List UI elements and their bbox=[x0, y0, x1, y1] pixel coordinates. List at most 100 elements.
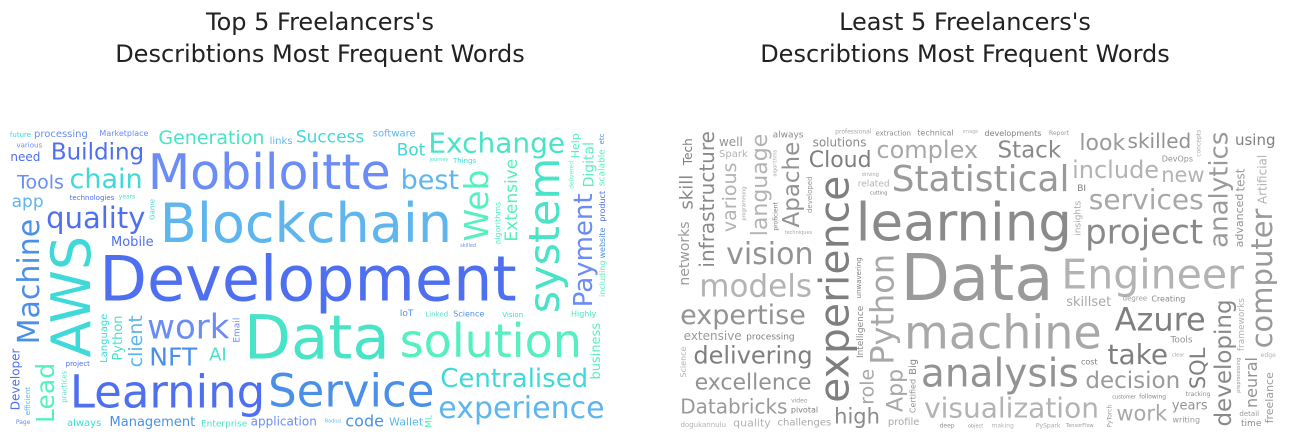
word-cloud-word: links bbox=[270, 136, 293, 147]
word-cloud-word: Data bbox=[901, 242, 1054, 316]
word-cloud-word: analytics bbox=[1204, 132, 1234, 248]
word-cloud-word: technical bbox=[917, 128, 953, 137]
word-cloud-word: delivering bbox=[693, 342, 812, 370]
least-freelancers-panel: Least 5 Freelancers's Describtions Most … bbox=[645, 0, 1285, 439]
word-cloud-word: Things bbox=[452, 157, 477, 165]
word-cloud-word: customer bbox=[1112, 394, 1136, 400]
word-cloud-word: Exchange bbox=[428, 128, 565, 159]
word-cloud-word: Data bbox=[244, 302, 390, 373]
word-cloud-word: well bbox=[719, 135, 743, 149]
word-cloud-word: Radius bbox=[325, 419, 342, 425]
word-cloud-word: client bbox=[125, 315, 147, 367]
word-cloud-word: making bbox=[991, 423, 1013, 430]
word-cloud-word: efficient bbox=[24, 387, 32, 416]
least-title-line1: Least 5 Freelancers's bbox=[839, 8, 1091, 36]
word-cloud-word: Science bbox=[679, 346, 688, 377]
word-cloud-word: Centralised bbox=[440, 364, 588, 394]
word-cloud-word: Statistical bbox=[892, 159, 1070, 200]
word-cloud-word: application bbox=[251, 415, 317, 429]
word-cloud-word: processing bbox=[34, 129, 88, 140]
word-cloud-word: Learning bbox=[70, 365, 265, 418]
word-cloud-word: always bbox=[773, 130, 804, 140]
word-cloud-word: unwavering bbox=[855, 257, 863, 298]
word-cloud-word: Linked bbox=[425, 310, 448, 318]
word-cloud-word: look bbox=[1079, 131, 1125, 156]
word-cloud-word: Page bbox=[16, 419, 31, 426]
word-cloud-word: software bbox=[373, 128, 416, 139]
word-cloud-word: Apache bbox=[779, 142, 805, 228]
word-cloud-word: Help bbox=[569, 133, 582, 158]
word-cloud-word: app bbox=[12, 192, 44, 212]
word-cloud-word: scalable bbox=[598, 149, 608, 186]
word-cloud-word: models bbox=[699, 269, 812, 305]
word-cloud-word: work bbox=[1116, 401, 1168, 425]
word-cloud-word: business bbox=[589, 323, 604, 380]
word-cloud-word: expertise bbox=[680, 300, 806, 331]
word-cloud-word: extraction bbox=[875, 130, 911, 138]
word-cloud-word: decision bbox=[1085, 368, 1180, 394]
word-cloud-word: test bbox=[1233, 168, 1247, 191]
word-cloud-word: code bbox=[345, 412, 384, 430]
word-cloud-word: analysis bbox=[921, 351, 1079, 396]
word-cloud-word: new bbox=[1161, 163, 1204, 187]
top-freelancers-panel: Top 5 Freelancers's Describtions Most Fr… bbox=[0, 0, 640, 439]
word-cloud-word: Marketplace bbox=[99, 129, 148, 138]
word-cloud-word: AWS bbox=[40, 236, 103, 358]
word-cloud-word: Management bbox=[110, 415, 196, 430]
word-cloud-word: AI bbox=[209, 344, 227, 365]
word-cloud-word: algorithms bbox=[493, 202, 502, 245]
word-cloud-word: Tech bbox=[681, 138, 695, 166]
word-cloud-word: IoT bbox=[400, 309, 414, 319]
word-cloud-word: object bbox=[968, 423, 983, 429]
word-cloud-word: PyTorch bbox=[1106, 405, 1113, 428]
word-cloud-word: Stack bbox=[997, 137, 1061, 163]
word-cloud-word: neural bbox=[1242, 357, 1261, 408]
word-cloud-word: Wallet bbox=[389, 415, 424, 428]
word-cloud-word: excellence bbox=[695, 371, 812, 396]
word-cloud-word: Python bbox=[111, 315, 126, 360]
word-cloud-word: Azure bbox=[1115, 301, 1206, 339]
word-cloud-word: PySpark bbox=[1036, 423, 1061, 430]
word-cloud-word: technologies bbox=[70, 194, 115, 202]
word-cloud-word: years bbox=[119, 194, 136, 201]
word-cloud-word: include bbox=[1072, 156, 1159, 184]
word-cloud-word: advanced bbox=[1233, 194, 1246, 248]
word-cloud-word: best bbox=[401, 165, 459, 196]
word-cloud-word: preprocessing bbox=[1236, 358, 1242, 393]
word-cloud-word: Payment bbox=[569, 193, 599, 307]
word-cloud-word: cutting bbox=[870, 190, 888, 196]
word-cloud-word: developing bbox=[1211, 299, 1237, 426]
word-cloud-word: NFT bbox=[149, 342, 198, 371]
word-cloud-word: driving bbox=[862, 172, 879, 178]
least-freelancers-word-cloud: Data learning machine experience Engineer ana… bbox=[677, 128, 1277, 430]
word-cloud-word: work bbox=[147, 307, 230, 347]
word-cloud-word: project bbox=[66, 360, 91, 368]
word-cloud-word: techniques bbox=[785, 230, 813, 236]
word-cloud-word: Certified bbox=[908, 379, 917, 413]
word-cloud-word: ML bbox=[425, 415, 435, 428]
word-cloud-word: solution bbox=[400, 314, 582, 368]
word-cloud-word: visualization bbox=[924, 391, 1099, 424]
top-freelancers-title: Top 5 Freelancers's Describtions Most Fr… bbox=[0, 6, 640, 70]
word-cloud-word: profile bbox=[888, 417, 920, 428]
word-cloud-word: skilled bbox=[1128, 129, 1192, 153]
word-cloud-word: years bbox=[1172, 399, 1208, 414]
word-cloud-word: Creating bbox=[1151, 295, 1185, 304]
word-cloud-word: freelance bbox=[1263, 372, 1276, 424]
word-cloud-word: Intelligence bbox=[856, 305, 866, 358]
word-cloud-word: solutions bbox=[813, 136, 867, 150]
word-cloud-word: algorithms bbox=[773, 149, 779, 176]
word-cloud-word: Machine bbox=[12, 219, 47, 345]
word-cloud-word: insights bbox=[1074, 200, 1084, 235]
top-freelancers-word-cloud: Development Data Blockchain AWS Mobiloitte so… bbox=[8, 128, 608, 430]
word-cloud-word: Extensive bbox=[502, 159, 522, 242]
word-cloud-word: TensorFlow bbox=[1065, 423, 1094, 429]
word-cloud-word: developed bbox=[806, 176, 814, 213]
word-cloud-word: Lead bbox=[31, 363, 60, 423]
word-cloud-word: vision bbox=[726, 237, 813, 272]
word-cloud-word: skill bbox=[677, 175, 698, 210]
word-cloud-word: Digital bbox=[582, 142, 598, 187]
word-cloud-word: role bbox=[857, 369, 879, 405]
word-cloud-word: machine bbox=[904, 306, 1102, 360]
